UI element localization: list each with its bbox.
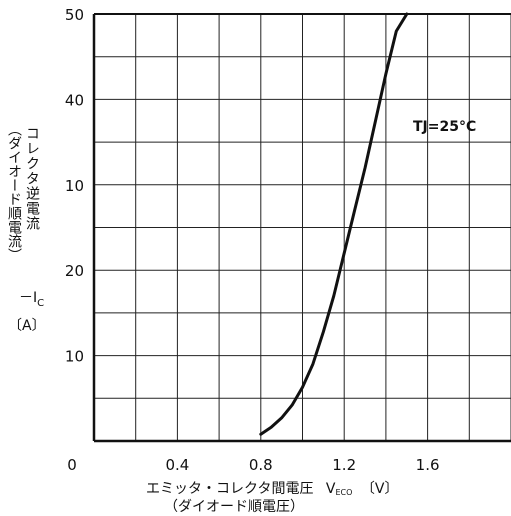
grid xyxy=(94,14,511,441)
x-tick-label: 1.2 xyxy=(332,456,356,474)
x-axis-label-main: エミッタ・コレクタ間電圧 xyxy=(146,481,313,497)
x-axis-symbol-sub: ECO xyxy=(335,488,352,497)
y-axis-symbol-main: －I xyxy=(19,290,37,306)
x-axis-label-second: （ダイオード順電圧） xyxy=(164,499,304,515)
y-tick-label: 20 xyxy=(65,262,84,280)
x-tick-label: 0.8 xyxy=(249,456,273,474)
y-tick-label: 10 xyxy=(65,348,84,366)
x-axis-label: エミッタ・コレクタ間電圧 VECO 〔V〕 xyxy=(146,481,398,499)
y-axis-symbol: －IC xyxy=(19,290,44,309)
x-tick-labels: 0.4 0.8 1.2 1.6 0 xyxy=(67,456,439,474)
y-axis-label-line2: （ダイオード順電流） xyxy=(6,122,22,262)
x-axis-unit: 〔V〕 xyxy=(361,481,399,497)
annotation-tj: TJ=25°C xyxy=(413,119,476,135)
y-tick-labels: 10 20 10 40 50 xyxy=(65,6,84,366)
axes xyxy=(92,13,511,443)
y-tick-label: 50 xyxy=(65,6,84,24)
data-line xyxy=(259,12,409,436)
y-axis-unit: 〔A〕 xyxy=(8,318,46,334)
x-tick-label: 0.4 xyxy=(165,456,189,474)
y-tick-label: 10 xyxy=(65,177,84,195)
x-axis-symbol: V xyxy=(326,481,336,497)
y-axis-symbol-sub: C xyxy=(37,298,44,309)
y-tick-label: 40 xyxy=(65,91,84,109)
y-axis-label-line1: コレクタ逆電流 xyxy=(24,126,40,231)
x-tick-label: 1.6 xyxy=(416,456,440,474)
origin-label: 0 xyxy=(67,456,77,474)
